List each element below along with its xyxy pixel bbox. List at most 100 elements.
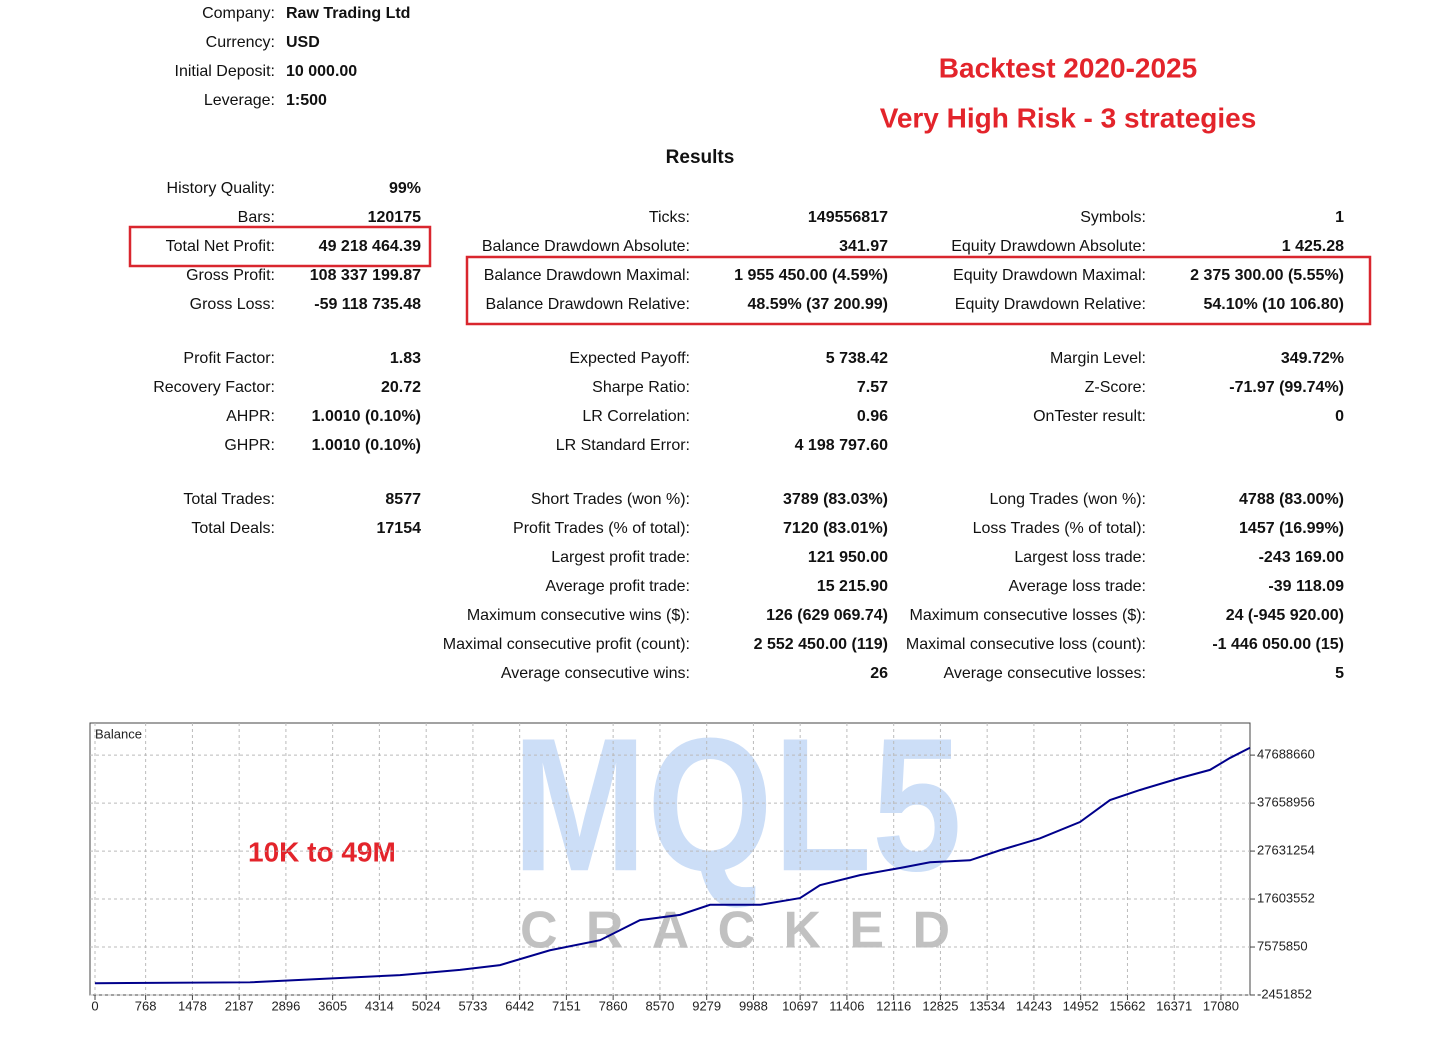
stat-value: 24 (-945 920.00) [1226,607,1344,624]
balance-line [94,746,1251,985]
stat-value: 48.59% (37 200.99) [747,296,888,313]
stat-value: 108 337 199.87 [310,267,421,284]
stat-value: 1 425.28 [1282,238,1344,255]
x-tick-label: 3605 [318,998,347,1013]
stat-label: OnTester result: [1033,408,1146,425]
stat-label: Gross Loss: [190,296,275,313]
stat-value: 0 [1335,408,1344,425]
stat-value: 2 375 300.00 (5.55%) [1190,267,1344,284]
stat-value: 120175 [368,209,421,226]
stat-value: -243 169.00 [1259,549,1345,566]
stat-value: 54.10% (10 106.80) [1203,296,1344,313]
x-tick-label: 8570 [645,998,674,1013]
field-value: 1:500 [286,92,327,109]
stat-label: Equity Drawdown Absolute: [951,238,1146,255]
stat-value: 149556817 [808,209,888,226]
stat-label: Expected Payoff: [569,350,690,367]
x-tick-label: 16371 [1156,998,1192,1013]
field-label: Company: [202,5,275,22]
stat-value: -1 446 050.00 (15) [1212,636,1344,653]
stat-label: Loss Trades (% of total): [973,520,1146,537]
y-tick-labels: -2451852 7575850 17603552 27631254 37658956 4… [1257,747,1315,1002]
stat-label: Ticks: [649,209,690,226]
stat-label: Maximum consecutive wins ($): [467,607,690,624]
chart-frame [89,722,1251,996]
stat-value: -59 118 735.48 [314,296,421,313]
stat-value: 1457 (16.99%) [1239,520,1344,537]
stat-label: Bars: [238,209,275,226]
field-value: USD [286,34,320,51]
stat-label: Total Deals: [191,520,275,537]
y-tick-label: 27631254 [1257,843,1315,858]
stat-label: Z-Score: [1085,379,1146,396]
stat-value: 5 738.42 [826,350,888,367]
stat-value: 1.83 [390,350,421,367]
stat-value: 2 552 450.00 (119) [754,636,888,653]
stat-label: Total Trades: [183,491,275,508]
x-tick-label: 12825 [922,998,958,1013]
stat-label: Gross Profit: [186,267,275,284]
stat-label: Maximal consecutive loss (count): [906,636,1146,653]
stat-label: Short Trades (won %): [531,491,690,508]
stat-value: 1.0010 (0.10%) [312,437,421,454]
stat-label: Largest loss trade: [1014,549,1146,566]
x-tick-label: 9279 [692,998,721,1013]
x-tick-label: 6442 [505,998,534,1013]
x-tick-label: 15662 [1109,998,1145,1013]
stat-label: Maximal consecutive profit (count): [443,636,690,653]
x-tick-label: 1478 [178,998,207,1013]
stat-value: 15 215.90 [817,578,888,595]
stat-value: 17154 [377,520,422,537]
highlight-box [128,225,432,268]
stat-label: Long Trades (won %): [989,491,1146,508]
stat-label: History Quality: [167,180,275,197]
stat-label: Balance Drawdown Relative: [485,296,690,313]
x-tick-label: 768 [135,998,157,1013]
stat-label: Balance Drawdown Absolute: [482,238,690,255]
stat-value: 8577 [385,491,421,508]
stat-label: LR Correlation: [582,408,690,425]
watermark-text: CRACKED [520,902,950,960]
stat-value: 26 [870,665,888,682]
x-tick-label: 5733 [458,998,487,1013]
stat-label: Profit Factor: [183,350,275,367]
stat-label: GHPR: [224,437,275,454]
watermark-logo: MQL5 [512,699,962,911]
stat-value: 341.97 [839,238,888,255]
stat-value: 0.96 [857,408,888,425]
stat-value: -39 118.09 [1268,578,1344,595]
stat-label: LR Standard Error: [556,437,690,454]
title: Backtest 2020-2025 [939,52,1197,83]
stat-value: 1 [1335,209,1344,226]
field-label: Currency: [206,34,275,51]
stat-label: Average loss trade: [1008,578,1146,595]
x-tick-label: 9988 [739,998,768,1013]
stat-value: 1 955 450.00 (4.59%) [734,267,888,284]
stat-value: 4 198 797.60 [795,437,889,454]
stat-value: 20.72 [381,379,421,396]
stat-value: 4788 (83.00%) [1239,491,1344,508]
stat-label: Recovery Factor: [153,379,275,396]
stat-label: Profit Trades (% of total): [513,520,690,537]
x-tick-label: 2896 [271,998,300,1013]
field-label: Initial Deposit: [175,63,276,80]
stat-label: Total Net Profit: [166,238,275,255]
stat-value: 5 [1335,665,1344,682]
x-tick-label: 11406 [829,998,864,1013]
stat-label: Margin Level: [1050,350,1146,367]
stat-value: 349.72% [1281,350,1344,367]
x-tick-label: 5024 [412,998,441,1013]
y-tick-label: 37658956 [1257,795,1315,810]
stat-label: Largest profit trade: [551,549,690,566]
x-tick-label: 17080 [1203,998,1239,1013]
stat-label: Average profit trade: [545,578,690,595]
field-value: Raw Trading Ltd [286,5,410,22]
stat-label: Sharpe Ratio: [592,379,690,396]
x-tick-label: 10697 [782,998,818,1013]
stat-label: Equity Drawdown Relative: [955,296,1146,313]
x-tick-label: 12116 [876,998,911,1013]
stat-value: 121 950.00 [808,549,888,566]
x-tick-label: 13534 [969,998,1005,1013]
